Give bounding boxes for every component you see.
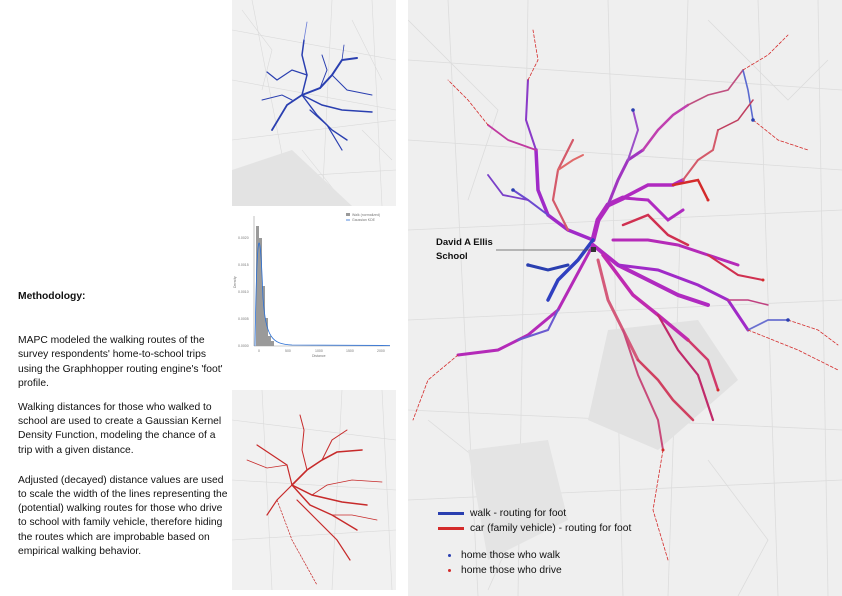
kde-chart-svg: 0 500 1000 1500 2000 0.0000 0.0005 0.001… bbox=[233, 213, 391, 358]
histogram-bar bbox=[262, 286, 265, 346]
kde-chart: 0 500 1000 1500 2000 0.0000 0.0005 0.001… bbox=[232, 208, 396, 358]
school-label-line-2: School bbox=[436, 251, 468, 262]
kde-curve bbox=[254, 242, 391, 347]
histogram-bar bbox=[268, 336, 271, 346]
school-marker bbox=[591, 247, 596, 252]
x-tick-label: 0 bbox=[258, 349, 260, 353]
x-tick-label: 1500 bbox=[346, 349, 354, 353]
school-label-line-1: David A Ellis bbox=[436, 237, 493, 248]
legend-label-curve: Gaussian KDE bbox=[352, 218, 376, 222]
y-tick-label: 0.0005 bbox=[238, 317, 249, 321]
methodology-paragraph-3: Adjusted (decayed) distance values are u… bbox=[18, 474, 228, 557]
x-tick-label: 500 bbox=[285, 349, 291, 353]
walk-route-lines bbox=[261, 21, 373, 151]
y-tick-label: 0.0015 bbox=[238, 263, 249, 267]
legend-item-walk: walk - routing for foot bbox=[438, 506, 631, 521]
home-walk-marker bbox=[526, 263, 530, 267]
main-route-map bbox=[408, 0, 842, 596]
street-grid bbox=[408, 0, 842, 596]
home-drive-dot-icon bbox=[448, 569, 451, 572]
walk-line-swatch bbox=[438, 512, 464, 515]
legend-swatch-bars bbox=[346, 213, 350, 216]
park-area bbox=[232, 150, 352, 206]
street-grid bbox=[232, 390, 396, 590]
histogram-bars bbox=[256, 226, 274, 346]
histogram-bar bbox=[265, 318, 268, 346]
y-axis-label: Density bbox=[233, 276, 237, 288]
x-tick-label: 1000 bbox=[315, 349, 323, 353]
home-walk-dot-icon bbox=[448, 554, 451, 557]
legend-car-label: car (family vehicle) - routing for foot bbox=[470, 523, 632, 534]
histogram-bar bbox=[271, 341, 274, 346]
home-walk-marker bbox=[751, 118, 755, 122]
legend-item-car: car (family vehicle) - routing for foot bbox=[438, 521, 631, 536]
map-legend: walk - routing for foot car (family vehi… bbox=[438, 506, 631, 578]
car-routes-svg bbox=[232, 390, 396, 590]
legend-label-bars: Walk (normalized) bbox=[352, 213, 380, 217]
home-drive-marker bbox=[706, 198, 710, 202]
legend-home-walk-label: home those who walk bbox=[461, 550, 561, 561]
x-axis-label: Distance bbox=[312, 354, 326, 358]
route-lines bbox=[412, 29, 839, 561]
car-routes-map bbox=[232, 390, 396, 590]
methodology-text: Methodology: MAPC modeled the walking ro… bbox=[18, 290, 228, 569]
home-walk-marker bbox=[511, 188, 515, 192]
y-tick-label: 0.0010 bbox=[238, 290, 249, 294]
home-walk-marker bbox=[786, 318, 790, 322]
x-tick-label: 2000 bbox=[377, 349, 385, 353]
home-walk-marker bbox=[631, 108, 635, 112]
school-label: David A Ellis School bbox=[436, 236, 493, 264]
park-area bbox=[468, 440, 568, 560]
histogram-bar bbox=[259, 238, 262, 346]
chart-legend: Walk (normalized) Gaussian KDE bbox=[346, 213, 380, 222]
methodology-paragraph-1: MAPC modeled the walking routes of the s… bbox=[18, 335, 223, 389]
main-route-svg bbox=[408, 0, 842, 596]
y-tick-label: 0.0000 bbox=[238, 344, 249, 348]
walk-routes-svg bbox=[232, 0, 396, 206]
y-tick-label: 0.0020 bbox=[238, 236, 249, 240]
x-tick-labels: 0 500 1000 1500 2000 bbox=[258, 349, 385, 353]
legend-walk-label: walk - routing for foot bbox=[470, 508, 567, 519]
home-markers bbox=[511, 108, 790, 452]
home-drive-marker bbox=[661, 448, 665, 452]
home-drive-marker bbox=[716, 388, 720, 392]
street-grid bbox=[232, 0, 396, 206]
methodology-paragraph-2: Walking distances for those who walked t… bbox=[18, 402, 222, 456]
legend-item-home-drive: home those who drive bbox=[438, 563, 631, 578]
walk-routes-map bbox=[232, 0, 396, 206]
legend-home-drive-label: home those who drive bbox=[461, 565, 562, 576]
car-line-swatch bbox=[438, 527, 464, 530]
car-route-lines bbox=[246, 414, 383, 586]
y-tick-labels: 0.0000 0.0005 0.0010 0.0015 0.0020 bbox=[238, 236, 249, 348]
methodology-title: Methodology: bbox=[18, 291, 86, 302]
home-drive-marker bbox=[761, 278, 765, 282]
legend-item-home-walk: home those who walk bbox=[438, 548, 631, 563]
histogram-bar bbox=[256, 226, 259, 346]
